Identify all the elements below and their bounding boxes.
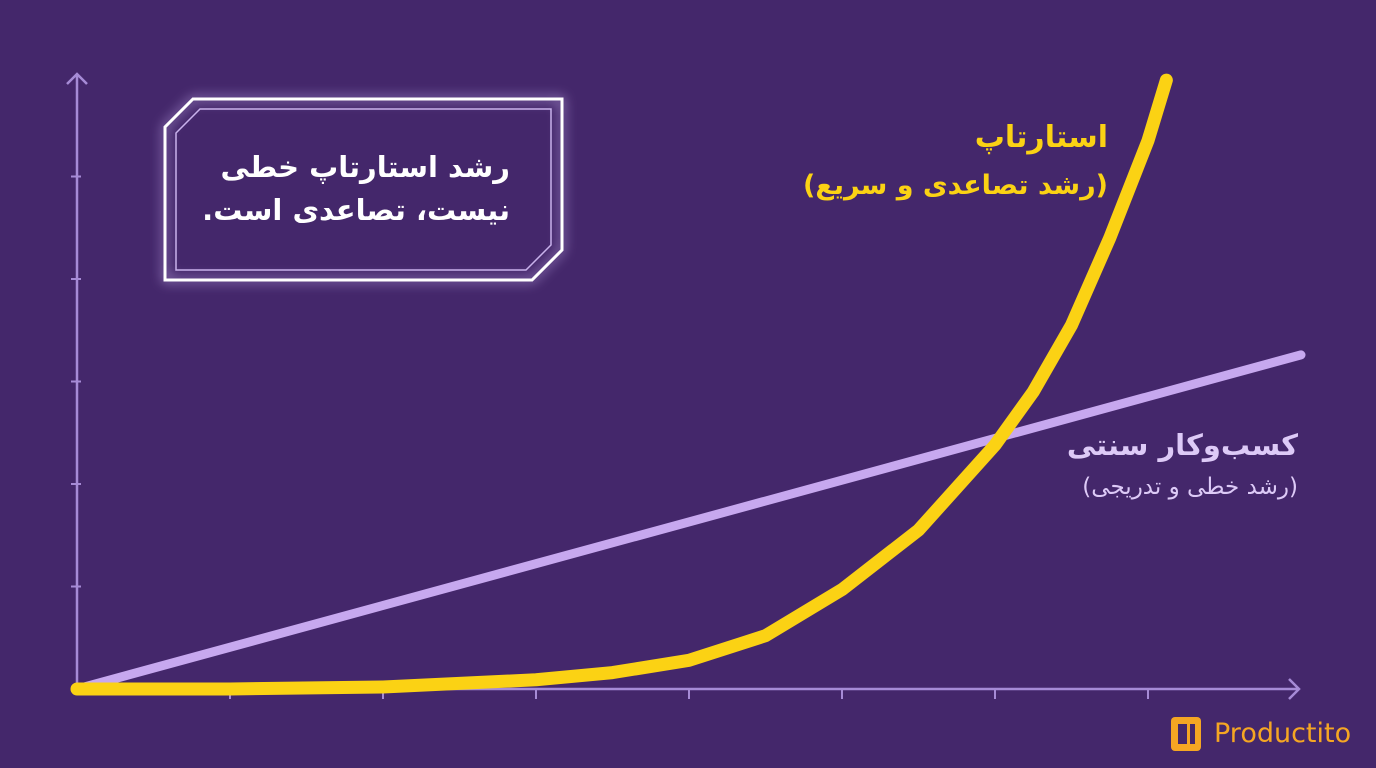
series-sublabel: (رشد تصاعدی و سریع) xyxy=(803,170,1108,201)
callout-line: نیست، تصاعدی است. xyxy=(202,193,510,227)
callout-box xyxy=(163,97,564,282)
series-line xyxy=(70,73,1173,696)
logo-icon xyxy=(1171,717,1201,751)
logo-text: Productito xyxy=(1214,718,1352,749)
callout-line: رشد استارتاپ خطی xyxy=(220,150,510,184)
series-sublabel: (رشد خطی و تدریجی) xyxy=(1082,474,1298,500)
series-label: کسب‌وکار سنتی xyxy=(1066,428,1298,462)
series-line xyxy=(72,350,1306,694)
series-label: استارتاپ xyxy=(974,120,1108,155)
